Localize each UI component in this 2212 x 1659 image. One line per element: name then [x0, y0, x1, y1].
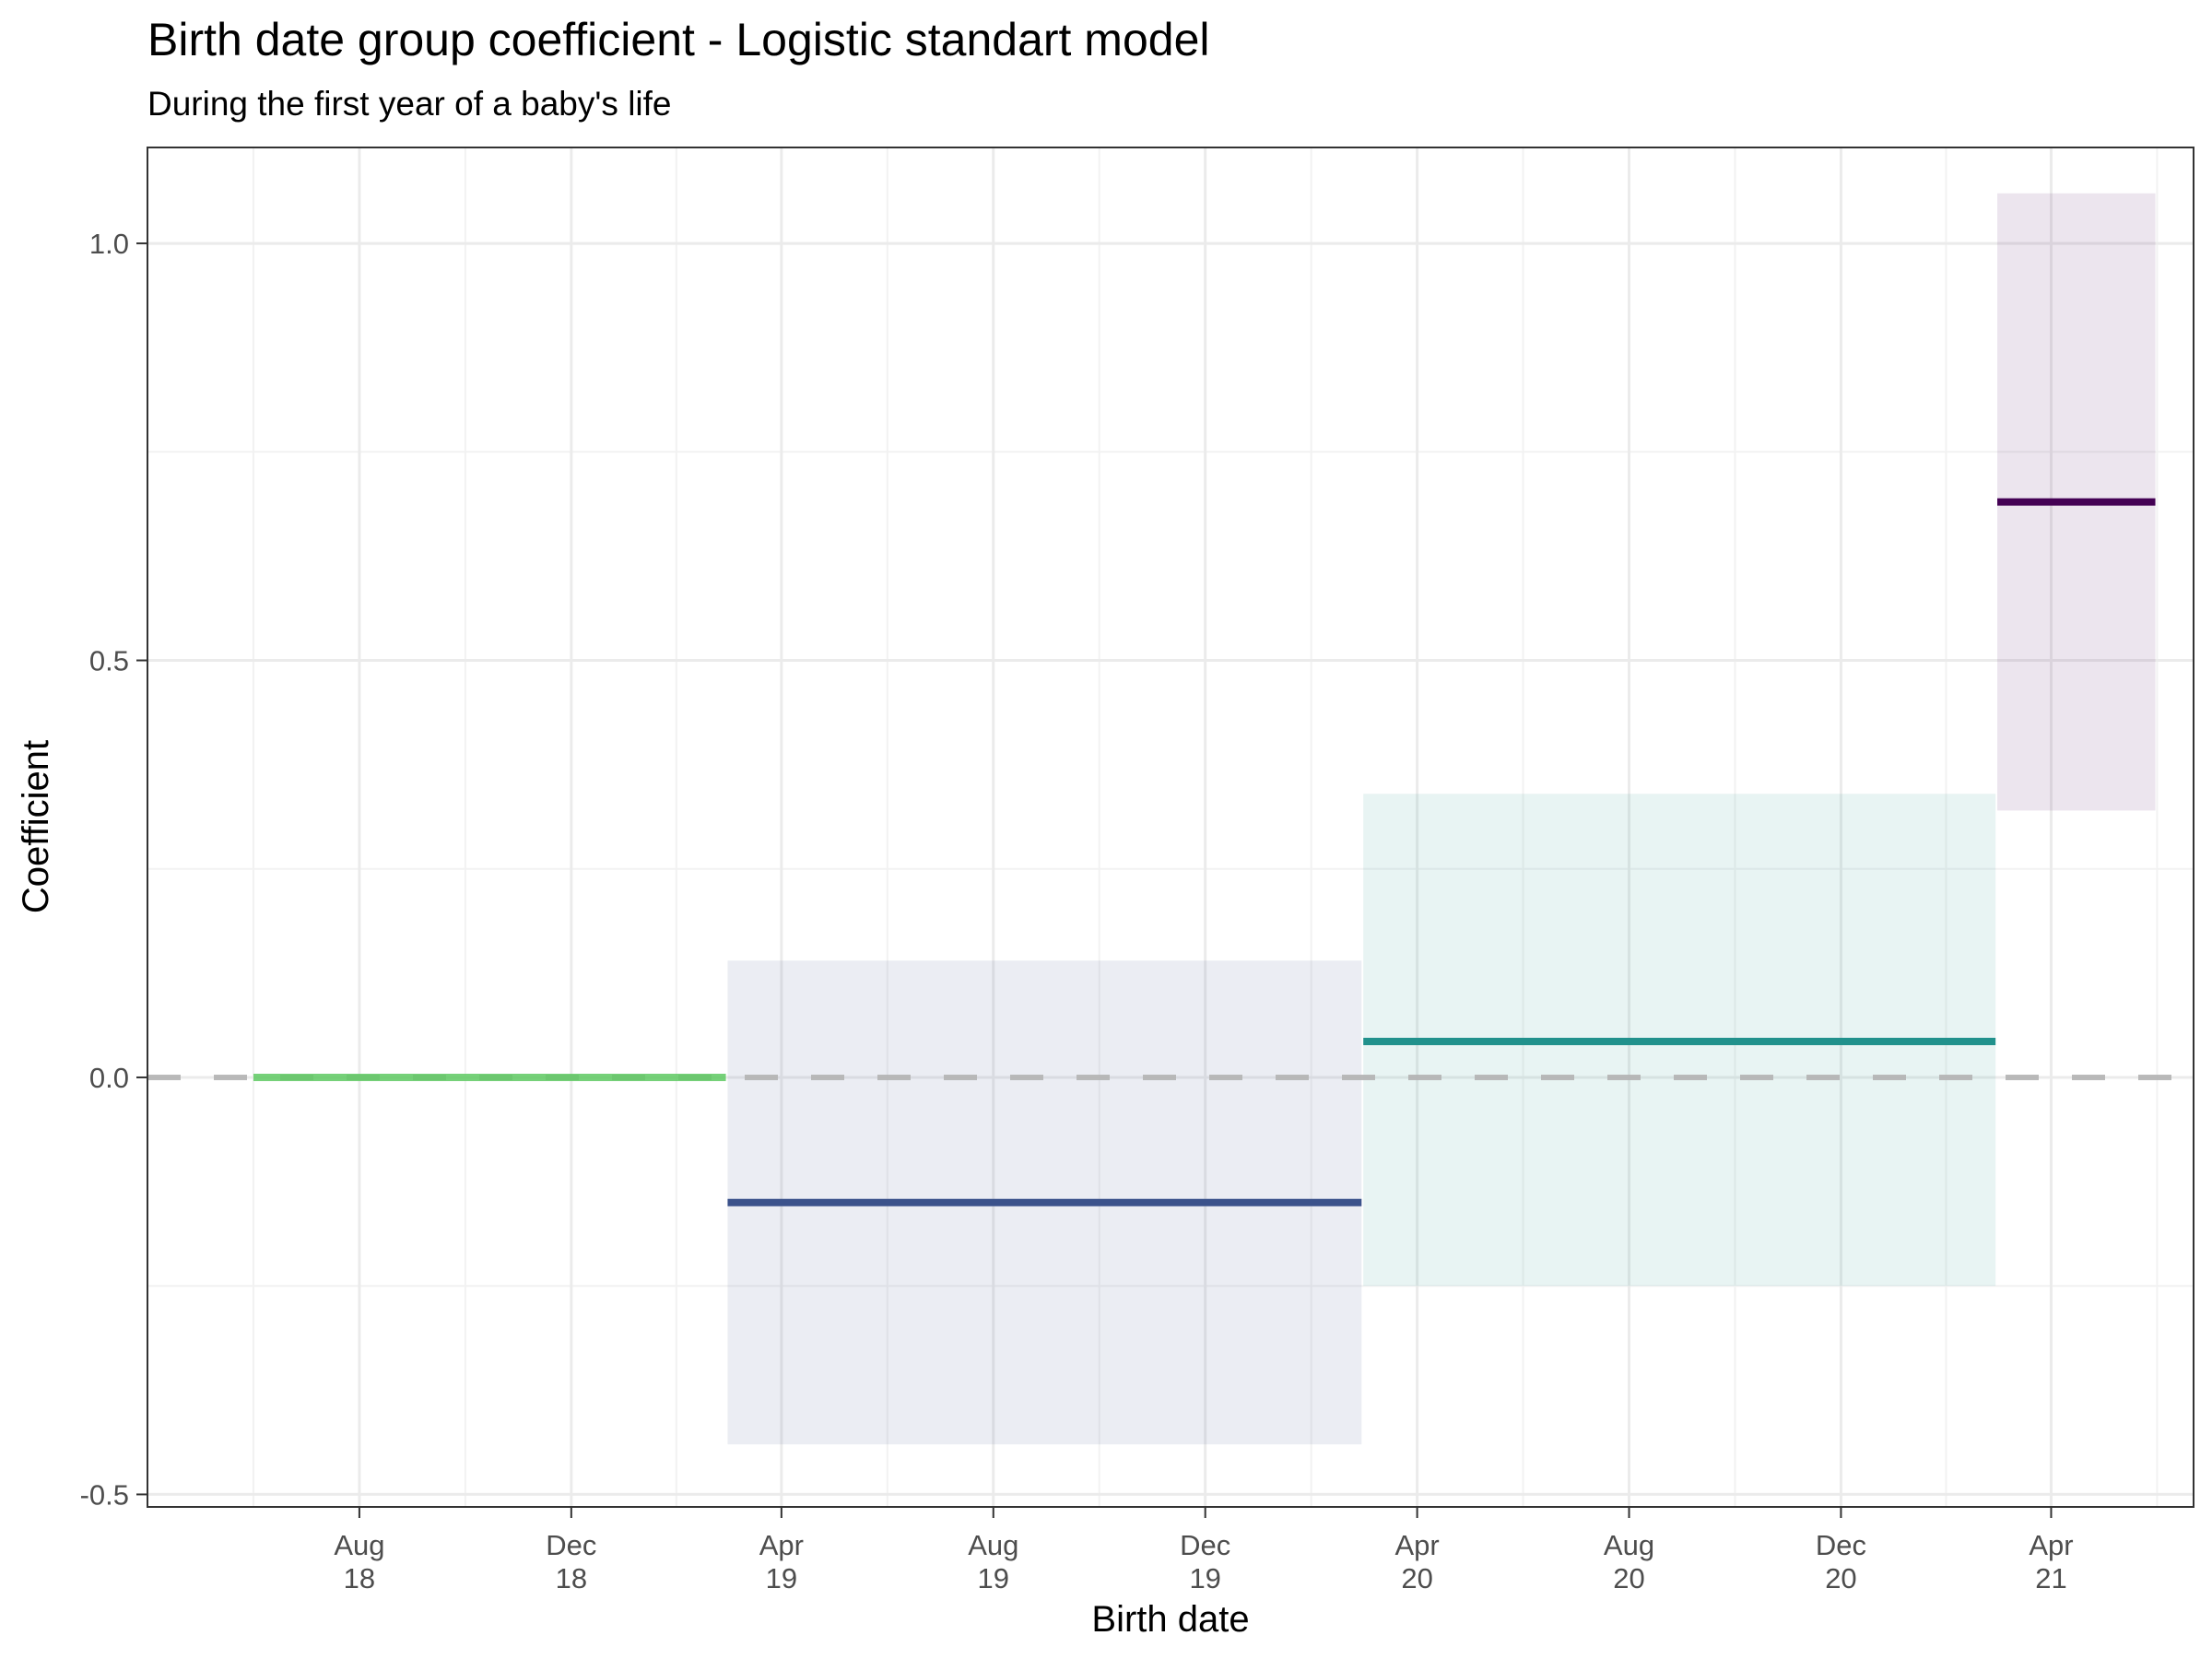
- x-tick-label-year: 20: [1613, 1562, 1644, 1594]
- y-tick-label: 0.5: [89, 645, 129, 677]
- x-tick-label-month: Dec: [1180, 1529, 1230, 1561]
- y-tick-label: -0.5: [80, 1478, 129, 1511]
- x-tick-label-year: 20: [1401, 1562, 1432, 1594]
- plot-border: [147, 147, 2194, 1508]
- x-tick-label-year: 21: [2035, 1562, 2066, 1594]
- estimate-lines: [253, 498, 2156, 1206]
- y-tick-label: 0.0: [89, 1062, 129, 1094]
- x-tick-label-year: 19: [766, 1562, 797, 1594]
- grid: [147, 147, 2194, 1507]
- axis-ticks: Aug18Dec18Apr19Aug19Dec19Apr20Aug20Dec20…: [80, 228, 2074, 1594]
- x-tick-label-year: 20: [1825, 1562, 1856, 1594]
- x-tick-label-month: Apr: [1394, 1529, 1439, 1561]
- x-tick-label-month: Dec: [546, 1529, 596, 1561]
- y-axis-title: Coefficient: [16, 740, 56, 913]
- x-tick-label-year: 19: [1189, 1562, 1220, 1594]
- x-tick-label-year: 18: [556, 1562, 587, 1594]
- y-tick-label: 1.0: [89, 228, 129, 260]
- chart-subtitle: During the first year of a baby's life: [147, 85, 672, 123]
- plot-panel: [147, 147, 2194, 1507]
- chart-title: Birth date group coefficient - Logistic …: [147, 14, 1210, 65]
- x-tick-label-month: Apr: [2029, 1529, 2073, 1561]
- x-tick-label-year: 19: [978, 1562, 1009, 1594]
- x-tick-label-month: Aug: [1604, 1529, 1654, 1561]
- x-axis-title: Birth date: [1091, 1599, 1249, 1640]
- x-tick-label-month: Apr: [759, 1529, 804, 1561]
- x-tick-label-month: Dec: [1816, 1529, 1866, 1561]
- x-tick-label-month: Aug: [334, 1529, 384, 1561]
- x-tick-label-year: 18: [344, 1562, 375, 1594]
- x-tick-label-month: Aug: [968, 1529, 1018, 1561]
